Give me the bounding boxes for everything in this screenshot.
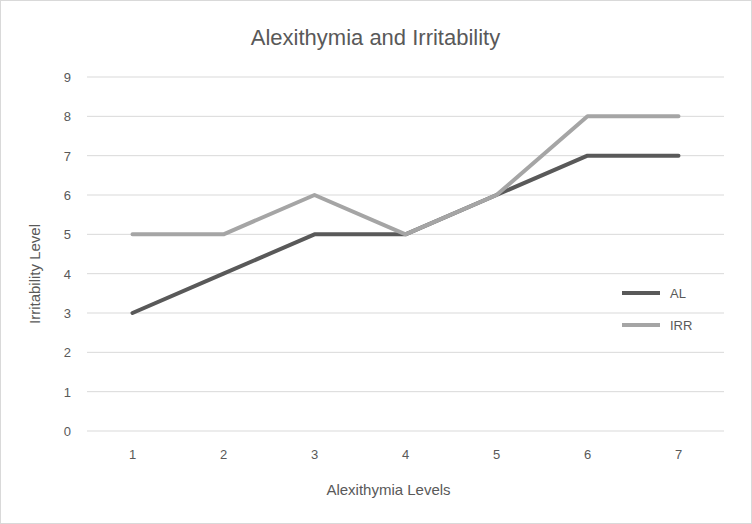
y-axis-label: Irritability Level xyxy=(26,224,43,324)
y-tick-label: 8 xyxy=(64,109,71,124)
x-tick-label: 2 xyxy=(220,447,227,462)
chart: Alexithymia and Irritability 0 1 2 3 4 5 6 7 8 9 1 2… xyxy=(0,0,752,524)
x-tick-label: 6 xyxy=(584,447,591,462)
y-tick-label: 3 xyxy=(64,306,71,321)
title: Alexithymia and Irritability xyxy=(251,25,500,50)
grid-line xyxy=(87,313,724,314)
x-tick-label: 1 xyxy=(129,447,136,462)
marks xyxy=(133,116,679,313)
grid-line xyxy=(87,77,724,78)
y-tick-label: 2 xyxy=(64,345,71,360)
x-tick-label: 3 xyxy=(311,447,318,462)
grid xyxy=(87,77,724,431)
x-axis-label: Alexithymia Levels xyxy=(326,481,450,498)
legend-label: AL xyxy=(670,286,686,301)
y-tick-label: 1 xyxy=(64,385,71,400)
y-tick-label: 7 xyxy=(64,149,71,164)
legend: AL IRR xyxy=(622,286,692,333)
grid-line xyxy=(87,352,724,353)
chart-border xyxy=(1,1,752,524)
grid-line xyxy=(87,273,724,274)
legend-label: IRR xyxy=(670,318,692,333)
grid-line xyxy=(87,391,724,392)
grid-line xyxy=(87,195,724,196)
series-line xyxy=(133,116,679,234)
legend-swatch xyxy=(622,291,660,295)
y-tick-label: 9 xyxy=(64,70,71,85)
x-tick-label: 7 xyxy=(675,447,682,462)
x-tick-label: 4 xyxy=(402,447,409,462)
y-tick-label: 6 xyxy=(64,188,71,203)
x-tick-label: 5 xyxy=(493,447,500,462)
grid-line xyxy=(87,431,724,432)
y-tick-label: 4 xyxy=(64,267,71,282)
legend-swatch xyxy=(622,323,660,327)
y-tick-label: 0 xyxy=(64,424,71,439)
y-tick-label: 5 xyxy=(64,227,71,242)
